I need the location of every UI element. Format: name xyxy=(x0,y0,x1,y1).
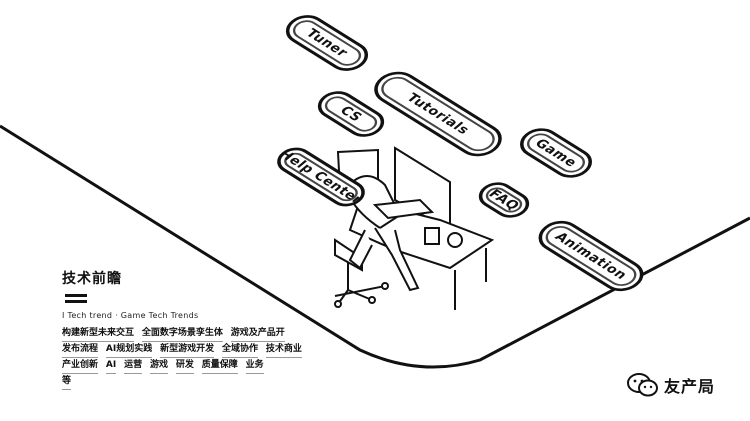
info-panel: 技术前瞻 I Tech trend · Game Tech Trends 构建新… xyxy=(62,268,332,390)
tag-line: 发布流程 AI规划实践 新型游戏开发 全域协作 技术商业 xyxy=(62,342,332,358)
tag: AI xyxy=(105,358,117,374)
worker-desk-illustration xyxy=(334,146,495,310)
tag: 全面数字场景孪生体 xyxy=(141,326,223,342)
tag: 技术商业 xyxy=(265,342,302,358)
tag: 质量保障 xyxy=(201,358,238,374)
brand-name: 友产局 xyxy=(664,377,716,396)
tag: 全域协作 xyxy=(221,342,258,358)
tag: 运营 xyxy=(124,358,143,374)
tag-list: 构建新型未来交互 全面数字场景孪生体 游戏及产品开 发布流程 AI规划实践 新型… xyxy=(62,326,332,390)
tag: 等 xyxy=(62,374,72,390)
tag-line: 等 xyxy=(62,374,332,390)
tag: 新型游戏开发 xyxy=(160,342,215,358)
pill-label: FAQ xyxy=(485,186,523,214)
tag: 构建新型未来交互 xyxy=(62,326,135,342)
panel-title: 技术前瞻 xyxy=(62,271,122,287)
tag: 业务 xyxy=(245,358,264,374)
pill-label: CS xyxy=(336,103,366,125)
tag: 游戏及产品开 xyxy=(230,326,285,342)
panel-subtitle: I Tech trend · Game Tech Trends xyxy=(62,311,199,320)
title-underline xyxy=(65,294,332,303)
tag: AI规划实践 xyxy=(105,342,153,358)
tag: 游戏 xyxy=(149,358,168,374)
tag-line: 产业创新 AI 运营 游戏 研发 质量保障 业务 xyxy=(62,358,332,374)
tag: 产业创新 xyxy=(62,358,99,374)
tag: 发布流程 xyxy=(62,342,99,358)
brand-mark: 友产局 xyxy=(626,372,715,398)
tag-line: 构建新型未来交互 全面数字场景孪生体 游戏及产品开 xyxy=(62,326,332,342)
tag: 研发 xyxy=(175,358,194,374)
wechat-icon xyxy=(626,372,660,398)
